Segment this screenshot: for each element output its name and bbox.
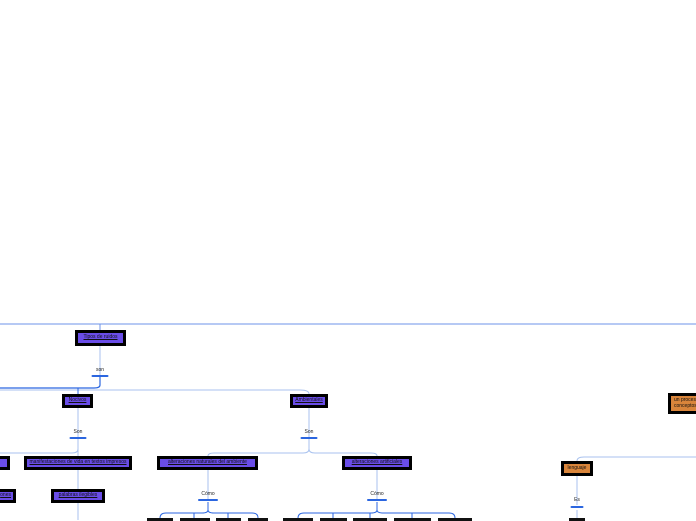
link-connector-bar <box>300 437 318 439</box>
link-label-como-naturales: Cómo <box>201 491 215 497</box>
node-label: Nocivos <box>68 397 87 404</box>
link-label-como-artificiales: Cómo <box>370 491 384 497</box>
link-connector-bar <box>570 506 584 508</box>
node-label: alteraciones artificiales <box>351 459 403 466</box>
node-un-proceso[interactable]: un proceso conceptos <box>668 393 696 414</box>
node-alteraciones-naturales[interactable]: alteraciones naturales del ambiente <box>157 456 258 470</box>
node-label: ones <box>0 492 11 499</box>
link-label-es: Es <box>574 497 580 503</box>
node-alteraciones-artificiales[interactable]: alteraciones artificiales <box>342 456 412 470</box>
link-connector-bar <box>91 375 109 377</box>
node-label: lenguaje <box>567 464 587 471</box>
link-connector-bar <box>367 499 387 501</box>
node-label: Ambientales <box>295 397 323 404</box>
node-left-partial-a[interactable] <box>0 456 10 470</box>
node-label: Tipos de ruidos <box>83 334 118 341</box>
node-lenguaje[interactable]: lenguaje <box>561 461 593 476</box>
node-left-partial-b[interactable]: ones <box>0 489 16 503</box>
link-connector-bar <box>69 437 87 439</box>
node-tipos-de-ruidos[interactable]: Tipos de ruidos <box>75 330 126 346</box>
node-palabras-ilegibles[interactable]: palabras ilegibles <box>51 489 105 503</box>
link-connector-bar <box>198 499 218 501</box>
link-label-son-nocivos: Son <box>73 429 83 435</box>
node-label: manifestaciones de vida en textos impres… <box>29 459 127 466</box>
node-label: alteraciones naturales del ambiente <box>168 459 247 466</box>
link-label-son-ambientales: Son <box>304 429 314 435</box>
link-label-son: son <box>95 367 105 373</box>
node-label: un proceso conceptos <box>674 396 696 409</box>
node-label: palabras ilegibles <box>58 492 98 499</box>
node-ambientales[interactable]: Ambientales <box>290 394 328 408</box>
node-manifestaciones[interactable]: manifestaciones de vida en textos impres… <box>24 456 132 470</box>
node-nocivos[interactable]: Nocivos <box>62 394 93 408</box>
